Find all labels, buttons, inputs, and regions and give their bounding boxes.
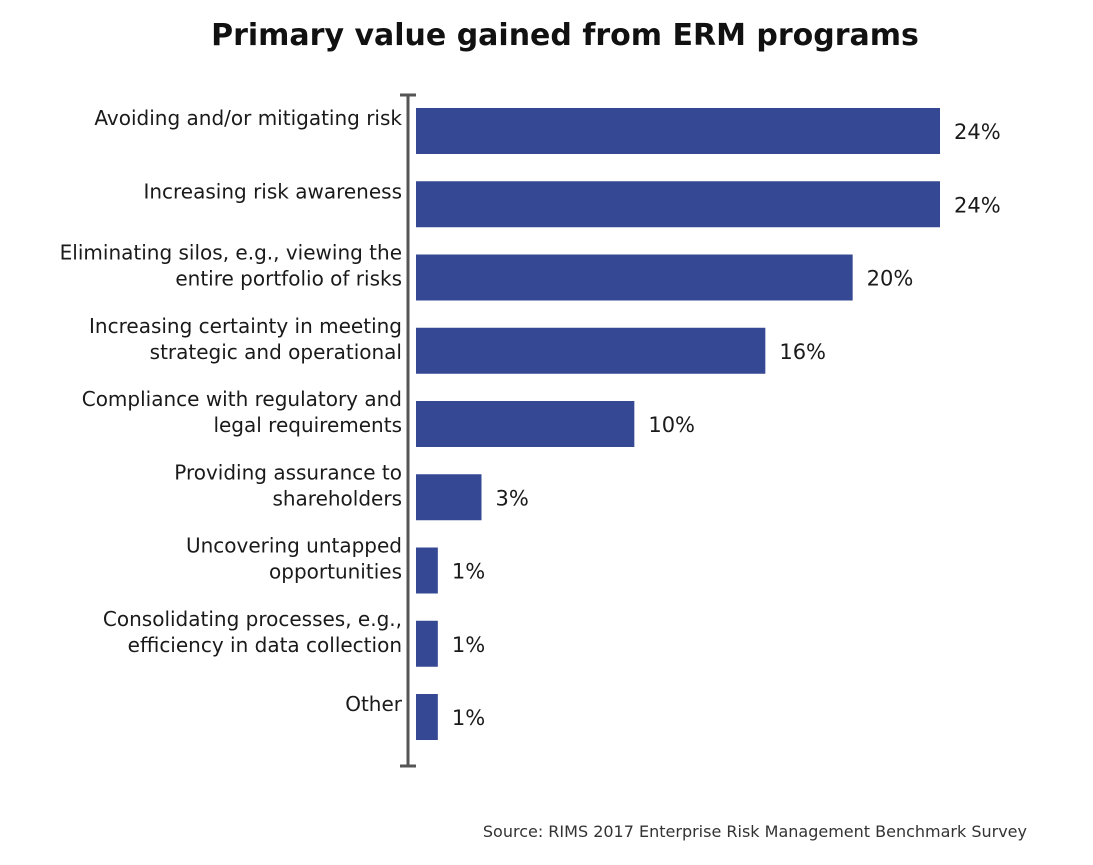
value-label-8: 1% — [452, 633, 485, 657]
category-label-1: Avoiding and/or mitigating risk — [94, 106, 402, 130]
category-label-7: Uncovering untapped opportunities — [186, 534, 402, 584]
category-label-4: Increasing certainty in meeting strategic… — [89, 314, 402, 364]
value-label-6: 3% — [496, 486, 529, 510]
category-label-5: Compliance with regulatory and legal requ… — [82, 387, 402, 437]
value-label-3: 20% — [867, 267, 914, 291]
category-label-line: shareholders — [272, 486, 402, 510]
category-label-2: Increasing risk awareness — [143, 179, 402, 203]
category-label-line: Other — [345, 692, 403, 716]
bars-layer — [416, 108, 940, 740]
value-label-4: 16% — [779, 340, 826, 364]
category-label-line: Eliminating silos, e.g., viewing the — [60, 241, 402, 265]
category-label-line: Increasing risk awareness — [143, 179, 402, 203]
chart-title: Primary value gained from ERM programs — [211, 18, 919, 53]
category-label-line: Uncovering untapped — [186, 534, 402, 558]
category-label-line: Avoiding and/or mitigating risk — [94, 106, 402, 130]
category-label-3: Eliminating silos, e.g., viewing the enti… — [60, 241, 402, 291]
category-label-line: Consolidating processes, e.g., — [103, 607, 402, 631]
category-label-line: Providing assurance to — [174, 460, 402, 484]
source-note: Source: RIMS 2017 Enterprise Risk Manage… — [482, 822, 1027, 841]
bar-2 — [416, 181, 940, 228]
category-label-line: Increasing certainty in meeting — [89, 314, 402, 338]
category-label-line: efficiency in data collection — [128, 633, 402, 657]
bar-3 — [416, 254, 853, 301]
category-axis — [400, 93, 416, 768]
category-label-9: Other — [345, 692, 403, 716]
bar-4 — [416, 327, 766, 374]
bar-1 — [416, 108, 940, 154]
bar-7 — [416, 547, 438, 594]
category-label-line: opportunities — [269, 560, 402, 584]
category-label-line: Compliance with regulatory and — [82, 387, 402, 411]
category-label-8: Consolidating processes, e.g., efficiency… — [103, 607, 402, 657]
bar-8 — [416, 620, 438, 667]
bar-9 — [416, 694, 438, 740]
category-label-line: entire portfolio of risks — [175, 267, 402, 291]
bar-6 — [416, 474, 482, 521]
category-labels: Avoiding and/or mitigating risk Increasin… — [60, 106, 403, 716]
value-label-5: 10% — [648, 413, 695, 437]
category-label-line: strategic and operational — [150, 340, 402, 364]
value-label-9: 1% — [452, 706, 485, 730]
value-labels: 24% 24% 20% 16% 10% 3% 1% 1% 1% — [452, 120, 1001, 730]
category-label-line: legal requirements — [213, 413, 402, 437]
value-label-2: 24% — [954, 193, 1001, 217]
bar-5 — [416, 401, 635, 447]
category-label-6: Providing assurance to shareholders — [174, 460, 402, 510]
value-label-7: 1% — [452, 560, 485, 584]
value-label-1: 24% — [954, 120, 1001, 144]
